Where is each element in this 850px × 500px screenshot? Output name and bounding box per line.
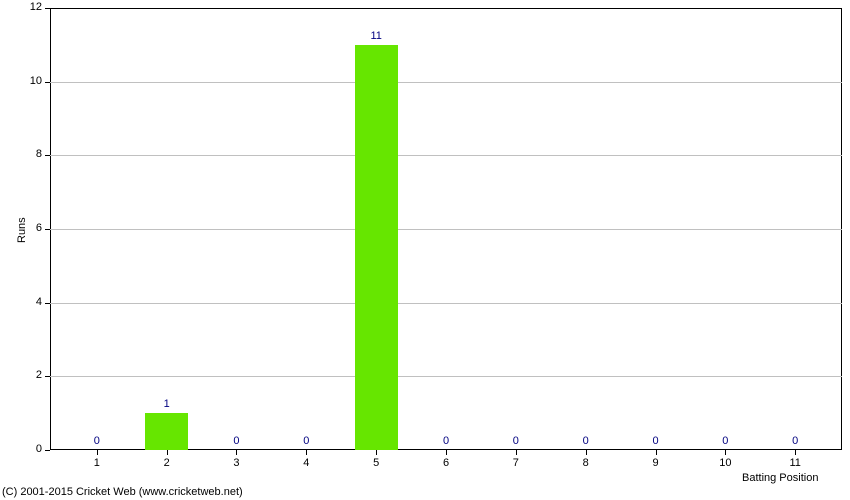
gridline [50,303,842,304]
x-tick-mark [725,450,726,455]
x-tick-label: 9 [636,457,676,469]
x-tick-mark [236,450,237,455]
x-tick-mark [516,450,517,455]
bar-value-label: 1 [147,398,187,410]
x-tick-mark [97,450,98,455]
x-axis-label: Batting Position [742,472,818,484]
bar-value-label: 0 [286,435,326,447]
bar-value-label: 0 [426,435,466,447]
runs-by-position-chart: 010011000000 024681012 1234567891011 Run… [0,0,850,500]
bar-value-label: 0 [636,435,676,447]
x-tick-label: 10 [705,457,745,469]
x-tick-mark [656,450,657,455]
y-tick-mark [45,155,50,156]
x-tick-label: 7 [496,457,536,469]
bar-value-label: 0 [77,435,117,447]
y-tick-label: 12 [30,1,42,13]
y-tick-label: 2 [36,369,42,381]
x-tick-label: 3 [216,457,256,469]
x-tick-label: 1 [77,457,117,469]
y-tick-label: 10 [30,75,42,87]
y-tick-mark [45,376,50,377]
bar [355,45,398,450]
x-tick-mark [446,450,447,455]
x-tick-label: 5 [356,457,396,469]
bar [145,413,188,450]
x-tick-label: 6 [426,457,466,469]
y-tick-mark [45,82,50,83]
x-tick-label: 11 [775,457,815,469]
gridline [50,82,842,83]
bar-value-label: 0 [566,435,606,447]
x-tick-label: 8 [566,457,606,469]
gridline [50,229,842,230]
bar-value-label: 0 [705,435,745,447]
y-tick-mark [45,8,50,9]
y-tick-mark [45,229,50,230]
y-tick-label: 6 [36,222,42,234]
x-tick-mark [376,450,377,455]
y-tick-mark [45,450,50,451]
x-tick-mark [306,450,307,455]
plot-area: 0 1 0 0 11 0 0 0 0 0 0 [50,8,842,450]
bar-value-label: 0 [775,435,815,447]
x-tick-label: 4 [286,457,326,469]
y-axis-label: Runs [16,217,28,243]
x-tick-mark [795,450,796,455]
bar-value-label: 0 [496,435,536,447]
copyright-text: (C) 2001-2015 Cricket Web (www.cricketwe… [2,486,243,498]
gridline [50,155,842,156]
x-tick-mark [586,450,587,455]
bar-value-label: 11 [356,30,396,42]
y-tick-mark [45,303,50,304]
gridline [50,376,842,377]
x-tick-label: 2 [147,457,187,469]
x-tick-mark [167,450,168,455]
bar-value-label: 0 [216,435,256,447]
y-tick-label: 4 [36,296,42,308]
y-tick-label: 8 [36,148,42,160]
y-tick-label: 0 [36,443,42,455]
